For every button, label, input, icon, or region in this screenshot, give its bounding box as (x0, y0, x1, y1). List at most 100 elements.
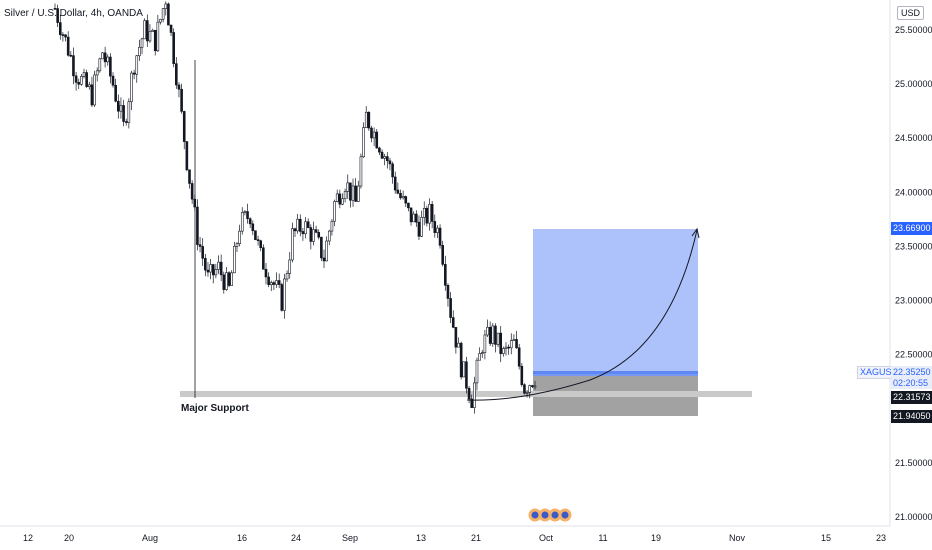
candle-body (227, 272, 231, 286)
candle-body (409, 207, 413, 223)
time-tick-label: 23 (876, 533, 886, 543)
entry-price-tag: 22.31573 (891, 391, 932, 404)
time-tick-label: 24 (291, 533, 301, 543)
candle-body (467, 387, 471, 400)
candle-body (422, 207, 426, 218)
candle-body (420, 217, 423, 237)
candle-body (372, 131, 376, 139)
candle-body (396, 189, 400, 194)
countdown-tag: 02:20:55 (891, 378, 932, 389)
candle-body (82, 72, 86, 77)
candle-body (135, 55, 139, 75)
candle-body (393, 176, 397, 191)
candle-body (335, 193, 339, 202)
candle-body (72, 55, 75, 77)
candle-body (198, 244, 202, 247)
candle-body (356, 185, 360, 202)
candle-body (277, 280, 281, 285)
candle-body (399, 192, 402, 199)
candle-body (520, 365, 524, 385)
candle-body (214, 269, 218, 276)
candle-body (380, 151, 384, 159)
price-tick-label: 25.50000 (895, 25, 932, 35)
chart-title: Silver / U.S. Dollar, 4h, OANDA (4, 8, 143, 19)
candle-body (209, 264, 212, 273)
time-tick-label: Nov (729, 533, 746, 543)
candle-body (159, 19, 162, 23)
price-tick-label: 25.00000 (895, 79, 932, 89)
candle-body (291, 228, 294, 261)
candle-body (473, 382, 476, 408)
candle-body (322, 257, 326, 262)
candle-body (58, 22, 62, 35)
candle-body (362, 127, 365, 158)
candle-body (444, 264, 447, 286)
candle-body (314, 229, 318, 233)
candle-body (114, 84, 117, 102)
candle-body (330, 220, 334, 232)
candle-body (528, 385, 532, 393)
candle-body (185, 141, 189, 171)
candle-body (288, 259, 292, 274)
economic-events-icon[interactable] (528, 508, 572, 522)
candle-body (375, 131, 379, 149)
time-tick-label: 12 (23, 533, 33, 543)
candle-body (494, 325, 497, 345)
time-tick-label: 13 (416, 533, 426, 543)
candle-body (87, 84, 91, 87)
candle-body (127, 101, 131, 123)
support-band[interactable] (180, 391, 752, 397)
candle-body (430, 204, 434, 222)
time-tick-label: Sep (342, 533, 358, 543)
candle-body (262, 247, 265, 270)
time-axis-labels: 12 20 Aug 16 24 Sep 13 21 Oct 11 19 Nov 15 23 (23, 533, 886, 543)
candle-body (285, 273, 289, 280)
candle-body (201, 246, 204, 259)
candle-body (61, 34, 65, 36)
time-tick-label: Aug (142, 533, 158, 543)
candle-body (235, 243, 239, 247)
candle-body (140, 38, 144, 48)
candle-body (109, 56, 112, 77)
candle-body (103, 52, 107, 63)
candle-body (462, 361, 466, 378)
candle-body (349, 182, 352, 201)
candle-body (341, 198, 344, 205)
candle-body (259, 240, 263, 249)
candle-body (151, 29, 154, 32)
candle-body (483, 334, 487, 353)
candle-body (204, 257, 207, 271)
candle-body (454, 327, 458, 348)
target-zone[interactable] (533, 229, 698, 374)
candle-body (359, 156, 363, 187)
candle-body (509, 340, 513, 349)
candle-body (80, 76, 83, 85)
candle-body (211, 264, 215, 276)
candle-body (172, 32, 175, 64)
candle-body (364, 111, 368, 128)
candle-body (230, 272, 234, 286)
candle-body (156, 21, 160, 52)
candle-body (283, 278, 286, 311)
candle-body (167, 3, 170, 26)
target-price-tag: 23.66900 (891, 222, 932, 235)
candle-body (370, 127, 373, 139)
candle-body (412, 213, 415, 223)
candle-body (317, 232, 321, 238)
candle-body (153, 29, 157, 52)
candle-body (378, 147, 381, 153)
candle-body (459, 342, 463, 378)
candle-body (428, 204, 431, 224)
candle-body (298, 218, 302, 232)
currency-button[interactable]: USD (896, 6, 924, 20)
candle-body (404, 196, 408, 204)
candle-body (56, 8, 59, 23)
candle-body (240, 212, 244, 232)
price-tick-label: 22.50000 (895, 350, 932, 360)
candlestick-series (53, 1, 537, 414)
time-tick-label: 16 (237, 533, 247, 543)
candle-body (312, 229, 315, 242)
candle-body (451, 317, 455, 328)
candle-body (182, 111, 186, 142)
